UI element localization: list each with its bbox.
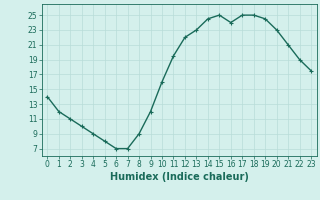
X-axis label: Humidex (Indice chaleur): Humidex (Indice chaleur): [110, 172, 249, 182]
